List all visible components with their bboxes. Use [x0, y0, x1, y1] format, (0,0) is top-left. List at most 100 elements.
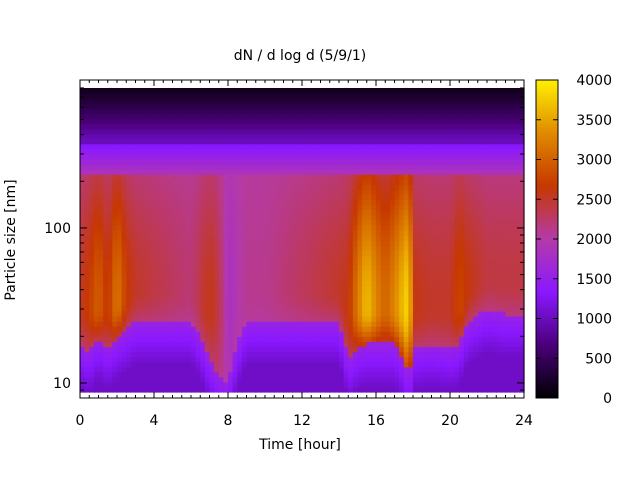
heatmap-cell — [200, 118, 206, 125]
heatmap-cell — [112, 250, 118, 256]
heatmap-cell — [191, 148, 197, 155]
heatmap-cell — [454, 209, 460, 216]
heatmap-cell — [181, 118, 187, 125]
heatmap-cell — [84, 245, 90, 251]
heatmap-cell — [177, 321, 183, 327]
heatmap-cell — [459, 209, 465, 216]
heatmap-cell — [158, 189, 164, 195]
heatmap-cell — [343, 326, 349, 332]
heatmap-cell — [325, 316, 331, 322]
heatmap-cell — [376, 184, 382, 190]
heatmap-cell — [440, 158, 446, 165]
heatmap-cell — [121, 113, 127, 119]
heatmap-cell — [357, 265, 363, 271]
heatmap-cell — [246, 356, 252, 363]
heatmap-cell — [154, 346, 160, 353]
heatmap-cell — [237, 386, 243, 393]
heatmap-cell — [394, 366, 400, 373]
heatmap-cell — [463, 366, 470, 373]
heatmap-cell — [218, 321, 224, 327]
heatmap-cell — [144, 209, 150, 216]
heatmap-cell — [84, 184, 90, 190]
heatmap-cell — [334, 179, 340, 185]
heatmap-cell — [371, 356, 377, 363]
heatmap-cell — [98, 174, 104, 180]
heatmap-cell — [371, 260, 377, 266]
heatmap-cell — [232, 108, 238, 114]
heatmap-cell — [459, 98, 465, 104]
heatmap-cell — [186, 356, 192, 363]
heatmap-cell — [352, 245, 359, 251]
heatmap-cell — [195, 346, 201, 353]
heatmap-cell — [339, 280, 345, 287]
heatmap-cell — [440, 275, 446, 282]
heatmap-cell — [426, 184, 433, 190]
heatmap-cell — [140, 98, 146, 104]
heatmap-cell — [246, 310, 252, 317]
heatmap-cell — [362, 290, 368, 297]
heatmap-cell — [200, 361, 206, 368]
heatmap-cell — [376, 336, 382, 342]
heatmap-cell — [292, 255, 298, 261]
heatmap-cell — [167, 305, 174, 312]
heatmap-cell — [172, 310, 178, 317]
heatmap-cell — [237, 245, 243, 251]
heatmap-cell — [417, 204, 423, 211]
heatmap-cell — [200, 346, 206, 353]
heatmap-cell — [130, 316, 137, 322]
heatmap-cell — [117, 113, 123, 119]
heatmap-cell — [158, 326, 164, 332]
heatmap-cell — [260, 164, 266, 170]
heatmap-cell — [399, 123, 405, 130]
heatmap-cell — [163, 189, 169, 195]
heatmap-cell — [394, 371, 400, 378]
heatmap-cell — [154, 361, 160, 368]
heatmap-cell — [385, 118, 391, 125]
heatmap-cell — [292, 295, 298, 302]
heatmap-cell — [121, 366, 127, 373]
heatmap-cell — [352, 326, 359, 332]
heatmap-cell — [343, 108, 349, 114]
heatmap-cell — [450, 103, 456, 109]
heatmap-cell — [107, 133, 113, 140]
heatmap-cell — [181, 169, 187, 175]
heatmap-cell — [112, 376, 118, 383]
heatmap-cell — [232, 240, 238, 246]
heatmap-cell — [325, 275, 331, 282]
heatmap-cell — [454, 371, 460, 378]
heatmap-cell — [191, 250, 197, 256]
heatmap-cell — [306, 194, 312, 201]
heatmap-cell — [357, 143, 363, 150]
heatmap-cell — [334, 316, 340, 322]
heatmap-cell — [366, 371, 372, 378]
heatmap-cell — [306, 174, 312, 180]
heatmap-cell — [297, 285, 303, 292]
heatmap-cell — [362, 98, 368, 104]
heatmap-cell — [459, 245, 465, 251]
heatmap-cell — [422, 260, 428, 266]
heatmap-cell — [158, 285, 164, 292]
heatmap-cell — [394, 290, 400, 297]
heatmap-cell — [302, 108, 308, 114]
heatmap-cell — [80, 255, 86, 261]
heatmap-cell — [440, 285, 446, 292]
heatmap-cell — [149, 316, 155, 322]
heatmap-cell — [440, 351, 446, 358]
heatmap-cell — [84, 255, 90, 261]
heatmap-cell — [417, 326, 423, 332]
heatmap-cell — [186, 199, 192, 206]
heatmap-cell — [255, 184, 261, 190]
heatmap-cell — [306, 179, 312, 185]
heatmap-cell — [80, 108, 86, 114]
heatmap-cell — [288, 240, 294, 246]
heatmap-cell — [126, 184, 132, 190]
heatmap-cell — [339, 361, 345, 368]
heatmap-cell — [403, 356, 409, 363]
heatmap-cell — [334, 138, 340, 145]
heatmap-cell — [241, 270, 248, 277]
heatmap-cell — [329, 158, 335, 165]
heatmap-cell — [144, 108, 150, 114]
heatmap-cell — [278, 270, 285, 277]
heatmap-cell — [126, 98, 132, 104]
heatmap-cell — [371, 300, 377, 307]
